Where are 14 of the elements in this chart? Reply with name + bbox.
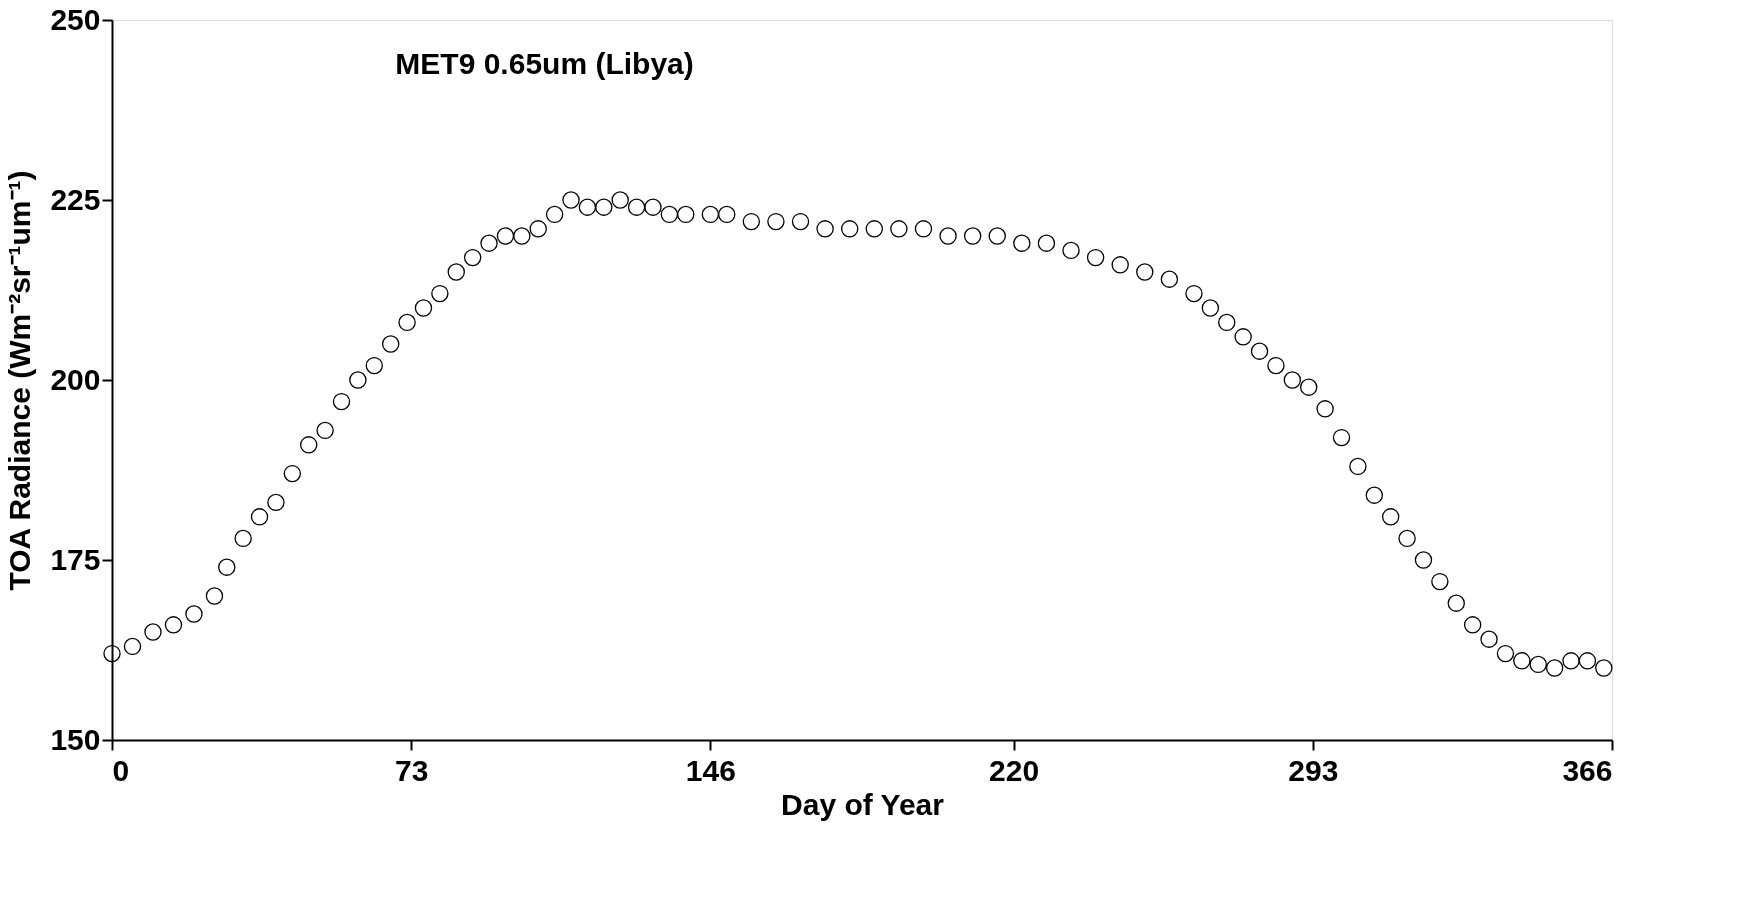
x-tick-label: 293 — [1288, 753, 1339, 787]
y-tick-label: 225 — [50, 182, 101, 216]
y-tick-label: 175 — [50, 542, 101, 576]
y-tick-label: 150 — [50, 722, 101, 756]
y-tick-label: 250 — [50, 2, 101, 36]
x-tick-label: 220 — [989, 753, 1040, 787]
x-tick-label: 73 — [394, 753, 429, 787]
x-tick-label: 0 — [112, 753, 130, 787]
x-axis-title: Day of Year — [781, 787, 945, 821]
y-axis-title: TOA Radiance (Wm⁻²sr⁻¹um⁻¹) — [3, 170, 37, 591]
x-tick-label: 366 — [1562, 753, 1613, 787]
annotation: MET9 0.65um (Libya) — [395, 47, 694, 80]
y-tick-label: 200 — [50, 362, 101, 396]
x-tick-label: 146 — [685, 753, 736, 787]
